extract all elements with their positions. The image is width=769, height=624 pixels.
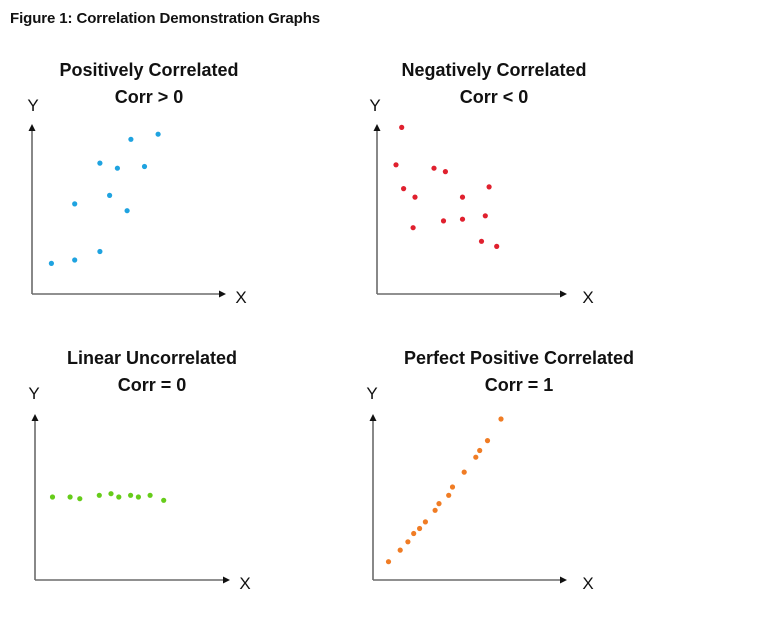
- data-point: [397, 547, 403, 553]
- data-point: [385, 559, 392, 565]
- data-point: [116, 494, 122, 500]
- data-point: [461, 469, 467, 475]
- data-point: [401, 186, 407, 192]
- data-point: [473, 454, 479, 460]
- data-point: [48, 260, 55, 266]
- figure-title: Figure 1: Correlation Demonstration Grap…: [10, 10, 321, 27]
- data-point: [97, 248, 103, 255]
- data-point: [393, 162, 399, 168]
- panel-title: Positively Correlated: [59, 60, 238, 80]
- data-point: [108, 491, 114, 497]
- y-axis-arrow: [369, 414, 377, 421]
- data-point: [494, 243, 500, 249]
- data-point: [124, 208, 130, 214]
- data-point: [486, 184, 492, 190]
- y-axis-arrow: [31, 414, 39, 421]
- x-axis-label: X: [239, 574, 250, 593]
- data-point: [442, 169, 448, 175]
- data-point: [405, 539, 411, 545]
- panel-3: Linear Uncorrelated Corr = 0 Y X: [28, 348, 250, 593]
- data-point: [477, 447, 483, 454]
- data-point: [484, 438, 491, 444]
- panel-1: Positively Correlated Corr > 0 Y X: [27, 60, 246, 307]
- data-point: [459, 194, 466, 200]
- panel-title: Linear Uncorrelated: [67, 348, 237, 368]
- data-point: [482, 213, 488, 219]
- data-point: [147, 492, 153, 498]
- x-axis-arrow: [219, 290, 226, 298]
- data-point: [72, 201, 78, 207]
- data-point: [417, 525, 423, 532]
- data-point: [128, 492, 134, 498]
- panel-corr-label: Corr < 0: [460, 87, 529, 107]
- data-point: [114, 165, 120, 171]
- panel-2: Negatively Correlated Corr < 0 Y X: [369, 60, 593, 307]
- data-point: [128, 136, 134, 142]
- data-point: [410, 225, 416, 231]
- data-point: [97, 160, 103, 166]
- data-point: [161, 497, 167, 503]
- panel-4: Perfect Positive Correlated Corr = 1 Y X: [366, 348, 634, 593]
- data-point: [436, 501, 442, 507]
- y-axis-label: Y: [27, 96, 38, 115]
- x-axis-label: X: [235, 288, 246, 307]
- data-point: [49, 494, 56, 500]
- data-point: [411, 530, 417, 537]
- x-axis-arrow: [560, 290, 567, 298]
- data-point: [440, 218, 447, 224]
- y-axis-label: Y: [366, 384, 377, 403]
- y-axis-label: Y: [28, 384, 39, 403]
- x-axis-label: X: [582, 288, 593, 307]
- data-point: [77, 496, 83, 502]
- panel-corr-label: Corr = 0: [118, 375, 187, 395]
- data-point: [107, 192, 113, 198]
- data-point: [431, 165, 437, 171]
- data-point: [155, 131, 161, 137]
- data-point: [498, 416, 504, 422]
- data-point: [141, 163, 148, 170]
- data-point: [96, 492, 102, 498]
- x-axis-arrow: [223, 576, 230, 584]
- y-axis-arrow: [28, 124, 36, 131]
- panel-corr-label: Corr > 0: [115, 87, 184, 107]
- x-axis-arrow: [560, 576, 567, 584]
- data-point: [422, 519, 428, 525]
- panel-title: Perfect Positive Correlated: [404, 348, 634, 368]
- data-point: [135, 494, 141, 500]
- data-point: [446, 492, 452, 498]
- data-point: [478, 238, 485, 244]
- x-axis-label: X: [582, 574, 593, 593]
- y-axis-label: Y: [369, 96, 380, 115]
- data-point: [449, 484, 456, 490]
- data-point: [459, 216, 466, 222]
- panel-corr-label: Corr = 1: [485, 375, 554, 395]
- data-point: [412, 194, 418, 200]
- panel-title: Negatively Correlated: [401, 60, 586, 80]
- data-point: [432, 507, 438, 513]
- data-point: [399, 124, 405, 130]
- y-axis-arrow: [373, 124, 381, 131]
- data-point: [67, 494, 73, 500]
- data-point: [72, 257, 78, 263]
